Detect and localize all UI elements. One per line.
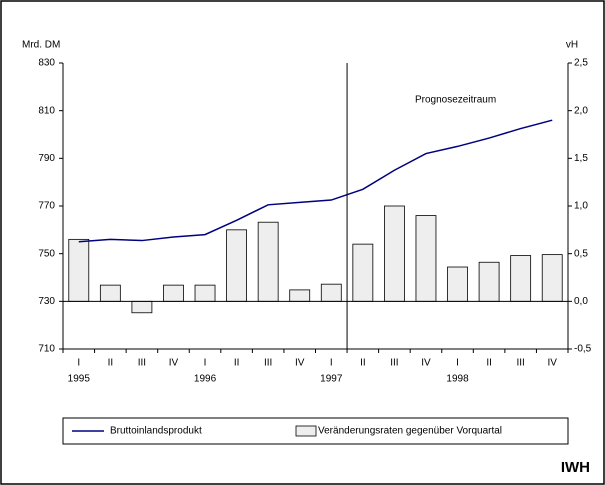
x-tick-label: III [138,358,146,369]
y2-tick-label: 1,0 [574,201,588,212]
bar [541,254,563,302]
x-tick-label: I [330,358,333,369]
y2-tick-label: 2,0 [574,105,588,116]
x-tick-label: IV [547,358,557,369]
bar [131,300,153,314]
bar [226,229,247,302]
bar [289,289,311,302]
bar [510,255,532,302]
y-tick-label: 790 [38,153,55,164]
y2-tick-label: -0,5 [574,344,592,355]
brand: IWH [561,459,590,476]
bar [99,284,121,302]
forecast-label: Prognosezeitraum [415,95,496,106]
y-axis-label: Mrd. DM [22,40,60,51]
bar [447,266,468,302]
bar [194,284,216,302]
x-tick-label: III [516,358,524,369]
x-tick-label: II [108,358,114,369]
y-tick-label: 830 [38,58,55,69]
y-tick-label: 710 [38,344,55,355]
bar [352,243,374,302]
y2-tick-label: 0,5 [574,248,588,259]
bar [68,238,90,302]
y-tick-label: 750 [38,248,55,259]
x-tick-label: I [77,358,80,369]
legend-label: Veränderungsraten gegenüber Vorquartal [318,426,502,437]
y2-axis-label: vH [566,40,578,51]
bar [415,215,437,302]
x-tick-label: III [264,358,272,369]
bar [478,261,500,302]
x-tick-label: II [360,358,366,369]
y-tick-label: 730 [38,296,55,307]
bar [320,283,342,302]
legend-swatch [295,425,317,437]
legend-label: Bruttoinlandsprodukt [110,426,202,437]
y2-tick-label: 2,5 [574,58,588,69]
x-tick-label: III [390,358,398,369]
y2-tick-label: 0,0 [574,296,588,307]
x-tick-label: I [204,358,207,369]
legend-box [62,417,569,445]
x-group-label: 1998 [446,374,469,385]
x-group-label: 1997 [320,374,343,385]
x-tick-label: IV [295,358,305,369]
line [78,119,553,243]
x-tick-label: II [234,358,240,369]
bar [384,205,405,302]
x-tick-label: I [456,358,459,369]
y-tick-label: 770 [38,201,55,212]
x-tick-label: IV [169,358,179,369]
bar [257,221,279,302]
x-tick-label: IV [421,358,431,369]
x-group-label: 1996 [194,374,217,385]
x-group-label: 1995 [68,374,91,385]
bar [163,284,184,302]
y2-tick-label: 1,5 [574,153,588,164]
x-tick-label: II [486,358,492,369]
y-tick-label: 810 [38,105,55,116]
